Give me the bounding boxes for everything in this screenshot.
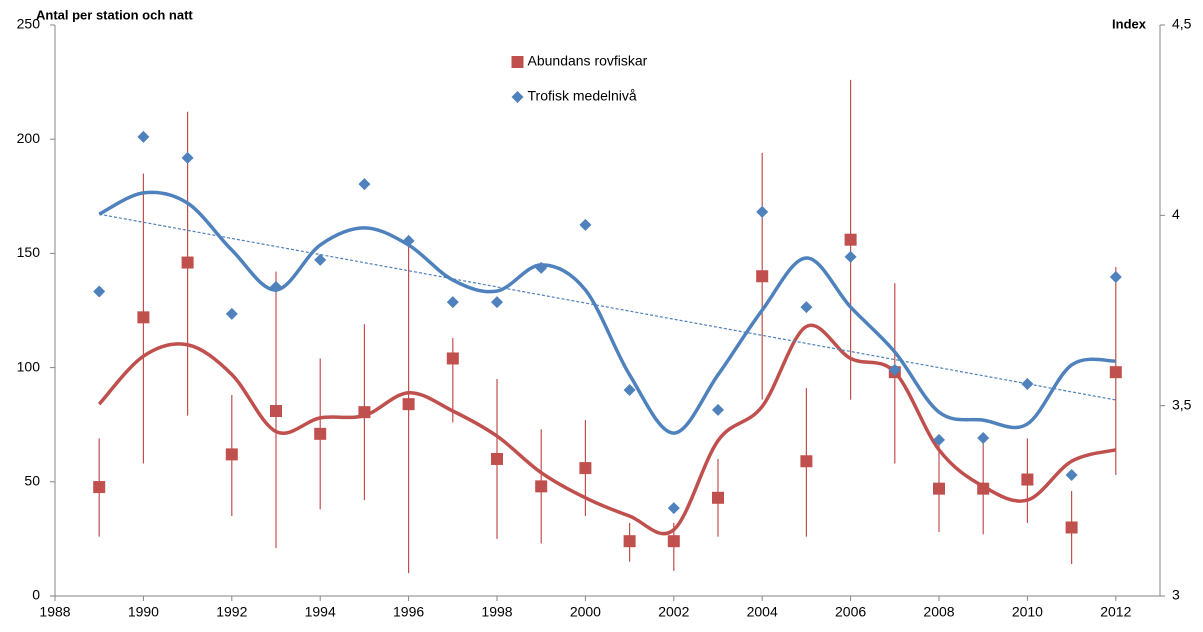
y-tick-label: 250: [17, 16, 41, 32]
y-tick-label: 200: [17, 130, 41, 146]
data-point: [358, 406, 371, 419]
x-tick-label: 2008: [923, 604, 954, 620]
data-point: [1021, 377, 1034, 390]
data-point: [1109, 271, 1122, 284]
data-point: [712, 491, 724, 504]
data-point: [402, 234, 415, 247]
data-point: [933, 433, 945, 446]
y-tick-label: 100: [17, 358, 41, 374]
data-point: [137, 130, 150, 143]
data-point: [756, 205, 769, 218]
data-point: [270, 280, 282, 293]
data-point: [93, 285, 106, 298]
data-point: [756, 270, 769, 283]
data-point: [535, 480, 548, 493]
data-point: [225, 448, 238, 461]
x-tick-label: 1990: [128, 604, 159, 620]
data-point: [402, 398, 415, 411]
y-tick-label: 0: [32, 587, 40, 603]
data-point: [800, 301, 813, 314]
y2-tick-label: 3,5: [1172, 396, 1192, 412]
data-point: [535, 261, 548, 274]
data-point: [844, 233, 857, 246]
y-tick-label: 150: [17, 244, 41, 260]
data-point: [181, 151, 194, 164]
data-point: [977, 482, 990, 495]
data-point: [314, 253, 327, 266]
y2-tick-label: 4: [1172, 206, 1180, 222]
y2-axis-label: Index: [1112, 16, 1147, 31]
x-tick-label: 2000: [570, 604, 601, 620]
data-point: [623, 384, 636, 397]
x-tick-label: 1994: [305, 604, 336, 620]
x-tick-label: 1998: [481, 604, 512, 620]
data-point: [977, 432, 990, 445]
legend-label: Trofisk medelnivå: [528, 88, 637, 104]
data-point: [1109, 366, 1122, 379]
data-point: [623, 535, 636, 548]
smooth-line: [97, 323, 1117, 536]
x-tick-label: 2010: [1012, 604, 1043, 620]
data-point: [446, 352, 459, 365]
data-point: [844, 250, 857, 263]
data-point: [1021, 473, 1034, 486]
data-point: [137, 311, 150, 324]
data-point: [1065, 521, 1078, 534]
y2-tick-label: 3: [1172, 587, 1180, 603]
data-point: [93, 481, 106, 494]
x-tick-label: 1992: [216, 604, 247, 620]
data-point: [888, 363, 901, 376]
data-point: [181, 256, 194, 269]
legend-label: Abundans rovfiskar: [528, 53, 648, 69]
data-point: [933, 482, 945, 495]
data-point: [667, 502, 680, 515]
x-tick-label: 2006: [835, 604, 866, 620]
smooth-line: [98, 190, 1116, 435]
x-tick-label: 2002: [658, 604, 689, 620]
data-point: [1065, 468, 1078, 481]
data-point: [667, 535, 680, 548]
data-point: [579, 462, 592, 475]
x-tick-label: 2012: [1100, 604, 1131, 620]
data-point: [712, 403, 724, 416]
data-point: [225, 307, 238, 320]
y-axis-label: Antal per station och natt: [36, 7, 193, 22]
legend-marker: [511, 56, 524, 68]
data-point: [314, 427, 327, 440]
data-point: [491, 296, 503, 309]
x-tick-label: 1988: [39, 604, 70, 620]
trend-line: [99, 213, 1116, 401]
y-tick-label: 50: [24, 473, 40, 489]
data-point: [358, 178, 371, 191]
data-point: [800, 455, 813, 468]
x-tick-label: 2004: [747, 604, 778, 620]
y2-tick-label: 4,5: [1172, 16, 1192, 32]
data-point: [270, 404, 282, 417]
data-point: [446, 296, 459, 309]
legend-marker: [511, 91, 524, 103]
data-point: [491, 452, 503, 465]
data-point: [579, 218, 592, 231]
x-tick-label: 1996: [393, 604, 424, 620]
